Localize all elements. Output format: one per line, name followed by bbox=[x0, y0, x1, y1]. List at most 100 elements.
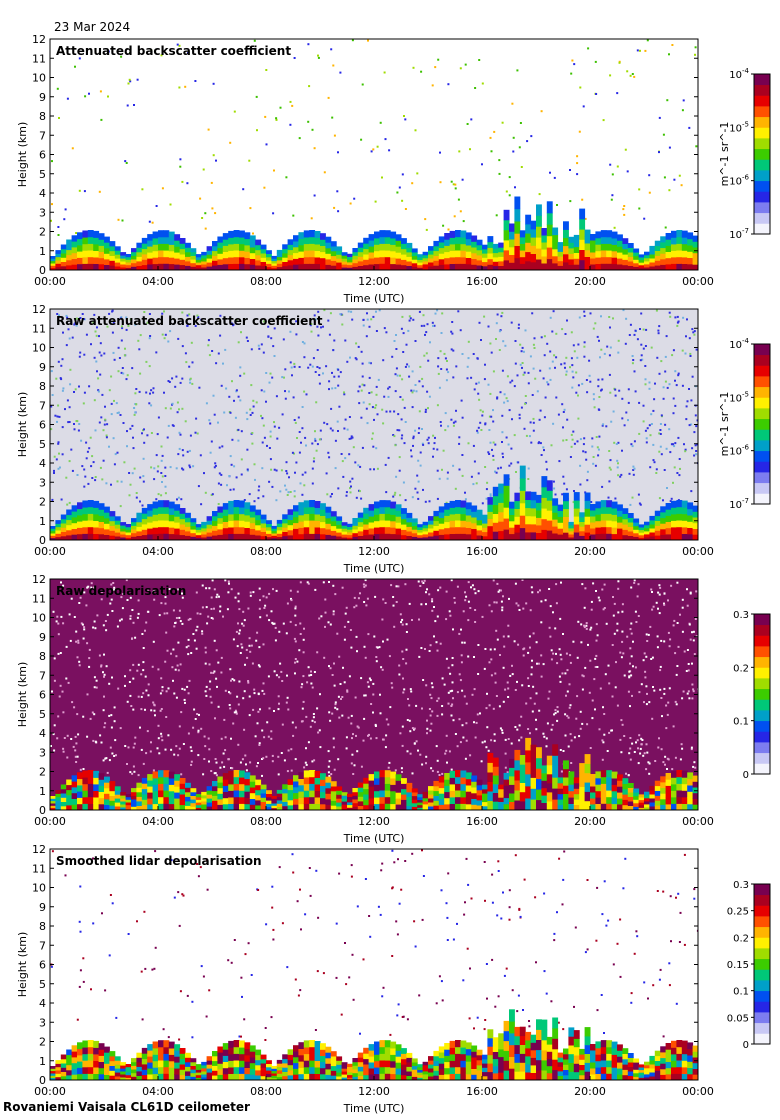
y-tick-label: 4 bbox=[39, 457, 46, 470]
x-axis-label: Time (UTC) bbox=[343, 562, 405, 575]
y-tick-label: 3 bbox=[39, 746, 46, 759]
y-tick-label: 0 bbox=[39, 804, 46, 817]
y-tick-label: 0 bbox=[39, 534, 46, 547]
x-tick-label: 08:00 bbox=[250, 1085, 282, 1098]
colorbar-tick-label: 10-7 bbox=[729, 497, 749, 511]
x-tick-label: 16:00 bbox=[466, 815, 498, 828]
chart-title: Raw depolarisation bbox=[56, 584, 186, 598]
y-tick-label: 4 bbox=[39, 997, 46, 1010]
colorbar-tick-label: 0.25 bbox=[727, 907, 749, 918]
y-tick-label: 3 bbox=[39, 206, 46, 219]
x-tick-label: 00:00 bbox=[682, 275, 714, 288]
y-tick-label: 5 bbox=[39, 978, 46, 991]
boundary-layer bbox=[50, 196, 698, 270]
x-tick-label: 00:00 bbox=[682, 545, 714, 558]
colorbar-frame bbox=[753, 73, 771, 235]
chart-panel-2: Raw attenuated backscatter coefficient 0 1… bbox=[16, 303, 771, 575]
y-tick-label: 5 bbox=[39, 708, 46, 721]
x-tick-label: 12:00 bbox=[358, 275, 390, 288]
x-tick-label: 00:00 bbox=[682, 815, 714, 828]
noise-texture bbox=[50, 309, 698, 508]
x-tick-label: 04:00 bbox=[142, 1085, 174, 1098]
y-tick-label: 11 bbox=[32, 592, 46, 605]
x-axis-label: Time (UTC) bbox=[343, 832, 405, 845]
y-tick-label: 1 bbox=[39, 1055, 46, 1068]
y-tick-label: 8 bbox=[39, 920, 46, 933]
x-tick-label: 04:00 bbox=[142, 545, 174, 558]
y-tick-label: 11 bbox=[32, 862, 46, 875]
colorbar-tick-label: 10-5 bbox=[729, 120, 749, 134]
y-tick-label: 5 bbox=[39, 438, 46, 451]
colorbar-tick-label: 10-6 bbox=[729, 174, 749, 188]
y-tick-label: 8 bbox=[39, 650, 46, 663]
y-tick-label: 7 bbox=[39, 669, 46, 682]
x-tick-label: 08:00 bbox=[250, 275, 282, 288]
colorbar-tick-label: 0 bbox=[743, 770, 749, 781]
y-tick-label: 9 bbox=[39, 361, 46, 374]
colorbar-tick-label: 10-6 bbox=[729, 444, 749, 458]
colorbar-tick-label: 10-5 bbox=[729, 390, 749, 404]
x-tick-label: 12:00 bbox=[358, 545, 390, 558]
colorbar-tick-label: 0.1 bbox=[733, 987, 749, 998]
boundary-layer bbox=[50, 737, 698, 810]
colorbar-tick-label: 0.2 bbox=[733, 663, 749, 674]
instrument-label: Rovaniemi Vaisala CL61D ceilometer bbox=[3, 1100, 250, 1114]
x-tick-label: 12:00 bbox=[358, 815, 390, 828]
x-tick-label: 00:00 bbox=[34, 815, 66, 828]
x-tick-label: 20:00 bbox=[574, 275, 606, 288]
y-tick-label: 9 bbox=[39, 91, 46, 104]
x-tick-label: 20:00 bbox=[574, 545, 606, 558]
y-tick-label: 8 bbox=[39, 380, 46, 393]
x-tick-label: 16:00 bbox=[466, 1085, 498, 1098]
x-tick-label: 16:00 bbox=[466, 275, 498, 288]
boundary-layer bbox=[50, 1009, 698, 1080]
colorbar-tick-label: 10-7 bbox=[729, 227, 749, 241]
y-tick-label: 10 bbox=[32, 882, 46, 895]
y-tick-label: 12 bbox=[32, 303, 46, 316]
colorbar: 10-7 10-6 10-5 10-4 m^-1 sr^-1 bbox=[718, 67, 771, 241]
y-tick-label: 2 bbox=[39, 226, 46, 239]
y-tick-label: 11 bbox=[32, 52, 46, 65]
chart-title: Raw attenuated backscatter coefficient bbox=[56, 314, 323, 328]
y-tick-label: 3 bbox=[39, 476, 46, 489]
colorbar-tick-label: 0.05 bbox=[727, 1013, 749, 1024]
x-tick-label: 04:00 bbox=[142, 815, 174, 828]
x-tick-label: 08:00 bbox=[250, 815, 282, 828]
x-tick-label: 08:00 bbox=[250, 545, 282, 558]
date-label: 23 Mar 2024 bbox=[54, 20, 131, 34]
y-tick-label: 7 bbox=[39, 939, 46, 952]
y-tick-label: 12 bbox=[32, 33, 46, 46]
y-tick-label: 2 bbox=[39, 766, 46, 779]
y-tick-label: 10 bbox=[32, 612, 46, 625]
colorbar-tick-label: 0.15 bbox=[727, 960, 749, 971]
x-axis-label: Time (UTC) bbox=[343, 292, 405, 305]
y-tick-label: 11 bbox=[32, 322, 46, 335]
chart-panel-4: Smoothed lidar depolarisation01234567891… bbox=[16, 843, 771, 1115]
colorbar: 0 0.1 0.2 0.3 bbox=[733, 610, 771, 781]
colorbar-tick-label: 0 bbox=[743, 1040, 749, 1051]
y-tick-label: 4 bbox=[39, 187, 46, 200]
x-tick-label: 00:00 bbox=[682, 1085, 714, 1098]
chart-title: Attenuated backscatter coefficient bbox=[56, 44, 291, 58]
y-tick-label: 2 bbox=[39, 1036, 46, 1049]
colorbar-tick-label: 0.3 bbox=[733, 610, 749, 621]
colorbar-tick-label: 10-4 bbox=[729, 67, 749, 81]
y-axis-label: Height (km) bbox=[16, 122, 29, 188]
y-tick-label: 4 bbox=[39, 727, 46, 740]
colorbar-unit: m^-1 sr^-1 bbox=[718, 122, 731, 187]
x-tick-label: 12:00 bbox=[358, 1085, 390, 1098]
x-tick-label: 00:00 bbox=[34, 275, 66, 288]
y-tick-label: 9 bbox=[39, 631, 46, 644]
colorbar-tick-label: 10-4 bbox=[729, 337, 749, 351]
x-tick-label: 20:00 bbox=[574, 815, 606, 828]
y-tick-label: 3 bbox=[39, 1016, 46, 1029]
y-tick-label: 6 bbox=[39, 959, 46, 972]
x-tick-label: 20:00 bbox=[574, 1085, 606, 1098]
colorbar-frame bbox=[753, 613, 771, 775]
chart-title: Smoothed lidar depolarisation bbox=[56, 854, 262, 868]
y-tick-label: 1 bbox=[39, 515, 46, 528]
colorbar-frame bbox=[753, 343, 771, 505]
y-tick-label: 1 bbox=[39, 245, 46, 258]
y-tick-label: 0 bbox=[39, 1074, 46, 1087]
